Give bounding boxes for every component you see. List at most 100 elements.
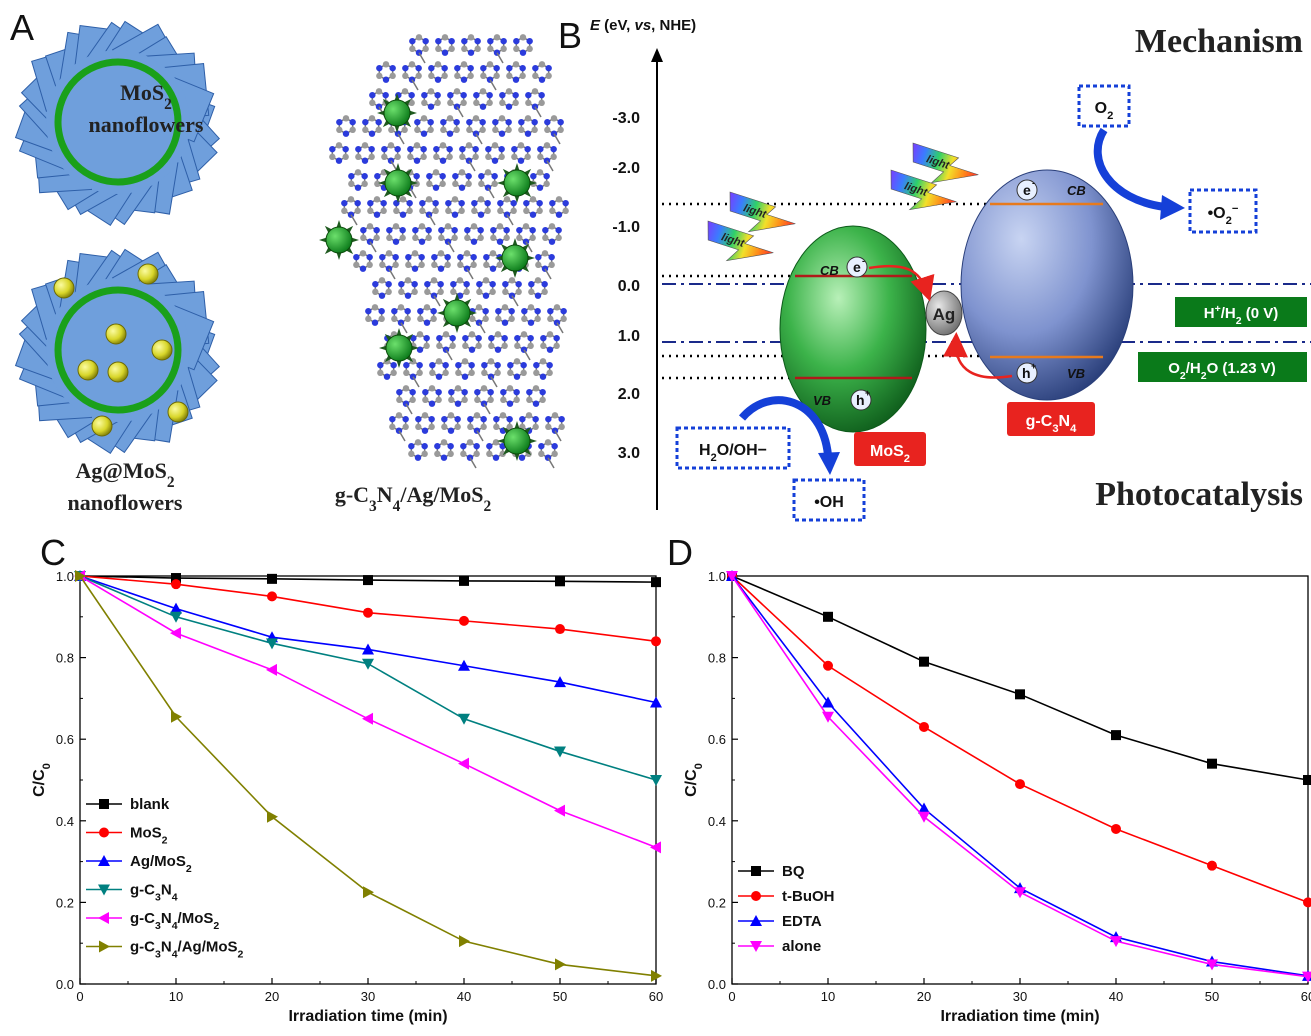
data-point bbox=[171, 579, 181, 590]
panel-a-label: A bbox=[10, 7, 34, 48]
x-tick-label: 30 bbox=[1013, 989, 1027, 1004]
series-t-buoh bbox=[727, 571, 1311, 908]
data-point bbox=[1303, 775, 1311, 785]
ag-label: Ag bbox=[933, 305, 956, 324]
series-line bbox=[79, 575, 657, 704]
electron-transfer-arrow bbox=[868, 264, 935, 302]
data-point bbox=[267, 573, 277, 584]
series-bq bbox=[727, 571, 1311, 785]
x-tick-label: 60 bbox=[1301, 989, 1311, 1004]
g-c3n4-ag-mos2-label: g-C3N4/Ag/MoS2 bbox=[335, 482, 492, 515]
svg-text:h: h bbox=[856, 392, 865, 408]
data-point bbox=[650, 775, 662, 786]
mos2-cb-label: CB bbox=[820, 263, 839, 278]
series-alone bbox=[726, 571, 1311, 983]
gcn-cb-label: CB bbox=[1067, 183, 1086, 198]
data-point bbox=[1015, 779, 1025, 790]
data-point bbox=[170, 602, 182, 614]
panel-d-label: D bbox=[667, 532, 693, 573]
energy-tick-label: 2.0 bbox=[618, 386, 640, 403]
data-point bbox=[726, 571, 738, 582]
o2-box bbox=[1077, 84, 1131, 128]
data-point bbox=[459, 935, 470, 948]
data-point bbox=[822, 711, 834, 723]
data-point bbox=[1014, 887, 1026, 899]
data-point bbox=[1207, 758, 1217, 769]
h2o-oxidation-arrow bbox=[738, 396, 832, 456]
svg-text:e: e bbox=[1023, 182, 1031, 198]
photocatalysis-title: Photocatalysis bbox=[1095, 476, 1303, 513]
y-tick-label: 0.8 bbox=[708, 651, 726, 666]
y-tick-label: 0.2 bbox=[56, 895, 74, 910]
legend-marker bbox=[99, 940, 110, 953]
superoxide-label: •O2− bbox=[1208, 203, 1239, 227]
light-bolt: light bbox=[707, 220, 774, 262]
data-point bbox=[459, 575, 469, 586]
data-point bbox=[823, 660, 833, 671]
legend-label: BQ bbox=[782, 863, 805, 880]
data-point bbox=[267, 810, 278, 823]
x-tick-label: 0 bbox=[76, 989, 83, 1004]
x-tick-label: 0 bbox=[728, 989, 735, 1004]
legend-marker bbox=[98, 855, 110, 866]
svg-text:-: - bbox=[862, 256, 865, 266]
data-point bbox=[918, 811, 930, 823]
mechanism-title: Mechanism bbox=[1135, 23, 1303, 60]
series-g-c3n4-ag-mos2 bbox=[75, 570, 662, 982]
energy-tick-label: -2.0 bbox=[612, 160, 640, 177]
energy-axis-title: E (eV, vs, NHE) bbox=[590, 17, 696, 34]
x-tick-label: 10 bbox=[821, 989, 835, 1004]
hole-transfer-arrow bbox=[942, 332, 1013, 379]
y-tick-label: 0.6 bbox=[56, 732, 74, 747]
oh-radical-box bbox=[792, 478, 866, 522]
energy-tick-label: -3.0 bbox=[612, 110, 640, 127]
data-point bbox=[171, 710, 182, 723]
h2o-oh-box bbox=[675, 426, 791, 470]
gcn-electron: e - bbox=[1016, 178, 1038, 201]
legend-label: EDTA bbox=[782, 913, 822, 930]
x-tick-label: 50 bbox=[1205, 989, 1219, 1004]
mos2-box-label: MoS2 bbox=[870, 443, 910, 465]
data-point bbox=[554, 804, 565, 817]
legend-label: g-C3N4/MoS2 bbox=[130, 910, 219, 932]
h-plus-h2-box bbox=[1175, 297, 1307, 327]
light-bolt: light bbox=[729, 191, 796, 233]
mos2-nanoflowers-label: MoS2 nanoflowers bbox=[89, 80, 204, 137]
x-tick-label: 20 bbox=[265, 989, 279, 1004]
x-tick-label: 40 bbox=[1109, 989, 1123, 1004]
energy-tick-label: -1.0 bbox=[612, 219, 640, 236]
o2-reduction-arrow bbox=[1093, 127, 1166, 211]
legend-marker bbox=[98, 884, 110, 896]
data-point bbox=[170, 611, 182, 623]
data-point bbox=[458, 713, 470, 725]
y-tick-label: 0.4 bbox=[56, 814, 74, 829]
panel-b-label: B bbox=[558, 15, 582, 56]
x-axis-label: Irradiation time (min) bbox=[288, 1008, 447, 1025]
data-point bbox=[918, 802, 930, 814]
y-tick-label: 0.4 bbox=[708, 814, 726, 829]
data-point bbox=[555, 958, 566, 971]
svg-text:+: + bbox=[1031, 361, 1036, 371]
mos2-electron: e - bbox=[846, 256, 868, 278]
data-point bbox=[555, 624, 565, 635]
data-point bbox=[651, 969, 662, 982]
data-point bbox=[458, 757, 469, 770]
svg-text:+: + bbox=[865, 388, 870, 398]
series-ag-mos2 bbox=[74, 570, 662, 708]
legend-label: g-C3N4/Ag/MoS2 bbox=[130, 939, 244, 961]
data-point bbox=[459, 615, 469, 626]
data-point bbox=[362, 712, 373, 725]
energy-ticks: -3.0 -2.0 -1.0 0.0 1.0 2.0 3.0 bbox=[612, 110, 640, 462]
y-tick-label: 0.0 bbox=[56, 977, 74, 992]
data-point bbox=[554, 746, 566, 758]
legend-marker bbox=[750, 915, 762, 926]
svg-text:e: e bbox=[853, 259, 861, 275]
h-plus-h2-label: H+/H2 (0 V) bbox=[1204, 303, 1279, 327]
data-point bbox=[823, 611, 833, 622]
o2-label: O2 bbox=[1095, 100, 1114, 122]
data-point bbox=[458, 659, 470, 671]
data-point bbox=[363, 607, 373, 618]
x-tick-label: 60 bbox=[649, 989, 663, 1004]
oh-radical-label: •OH bbox=[814, 494, 844, 511]
